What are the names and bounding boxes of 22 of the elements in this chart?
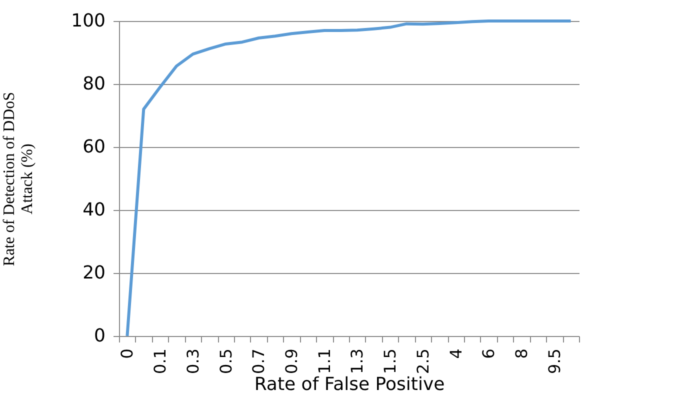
x-tick-label: 1.5 <box>380 348 400 374</box>
x-tick-label: 4 <box>446 348 466 359</box>
x-tick-label: 0.1 <box>150 348 170 374</box>
line-series <box>126 20 572 338</box>
x-tick-label: 1.1 <box>314 348 334 374</box>
x-tick-label: 2.5 <box>413 348 432 374</box>
y-tick-label: 100 <box>71 10 106 32</box>
x-axis-title: Rate of False Positive <box>254 374 445 395</box>
x-tick-label: 0.5 <box>216 348 236 374</box>
y-tick-label: 40 <box>82 200 106 220</box>
x-tick-label: 0 <box>118 348 137 359</box>
y-axis-title: Rate of Detection of DDoS Attack (%) <box>1 92 36 266</box>
x-tick-label: 0.9 <box>282 348 301 374</box>
x-tick-label: 6 <box>479 348 498 359</box>
x-tick-label: 0.3 <box>183 348 202 374</box>
x-tick-label: 8 <box>512 348 531 359</box>
y-tick-label: 20 <box>82 262 106 284</box>
y-tick-label: 80 <box>82 74 106 94</box>
x-tick-label: 9.5 <box>544 348 564 374</box>
y-tick-label: 60 <box>82 136 106 158</box>
x-tick-label: 0.7 <box>249 348 268 374</box>
x-tick-label: 1.3 <box>348 348 367 374</box>
